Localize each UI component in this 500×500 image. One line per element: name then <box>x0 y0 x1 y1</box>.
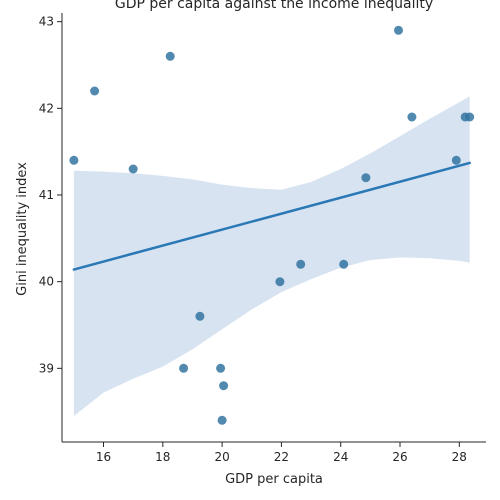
data-point-1 <box>90 86 100 96</box>
x-tick-label-20: 20 <box>214 450 229 464</box>
regression-line-layer <box>72 161 471 271</box>
data-point-8 <box>217 415 227 425</box>
y-tick-label-43: 43 <box>39 15 54 29</box>
x-axis-label: GDP per capita <box>225 472 323 487</box>
data-point-5 <box>195 311 205 321</box>
confidence-band-layer <box>73 96 470 416</box>
points-layer <box>69 25 475 425</box>
data-point-12 <box>361 173 371 183</box>
x-tick-label-28: 28 <box>452 450 467 464</box>
data-point-9 <box>275 277 285 287</box>
data-point-4 <box>179 363 189 373</box>
data-point-2 <box>128 164 138 174</box>
data-point-13 <box>394 25 403 35</box>
data-point-14 <box>407 112 417 122</box>
data-point-17 <box>465 112 475 122</box>
x-tick-label-24: 24 <box>333 450 348 464</box>
data-point-7 <box>219 381 229 391</box>
data-point-10 <box>296 259 306 269</box>
data-point-6 <box>216 363 226 373</box>
x-tick-label-26: 26 <box>392 450 407 464</box>
y-tick-label-40: 40 <box>39 275 54 289</box>
y-axis-label: Gini inequality index <box>15 162 30 296</box>
data-point-15 <box>451 155 461 165</box>
confidence-band <box>73 96 470 416</box>
data-point-11 <box>339 259 349 269</box>
data-point-0 <box>69 155 79 165</box>
y-tick-label-42: 42 <box>39 101 54 115</box>
axes-layer: 16 18 20 22 24 26 28 39 40 41 42 43 <box>39 13 486 464</box>
x-tick-label-22: 22 <box>274 450 289 464</box>
x-tick-label-18: 18 <box>155 450 170 464</box>
y-tick-label-39: 39 <box>39 361 54 375</box>
x-tick-label-16: 16 <box>96 450 111 464</box>
regression-line <box>72 161 471 271</box>
data-point-3 <box>165 51 175 61</box>
y-tick-label-41: 41 <box>39 188 54 202</box>
chart-title: GDP per capita against the income inequa… <box>115 0 433 12</box>
